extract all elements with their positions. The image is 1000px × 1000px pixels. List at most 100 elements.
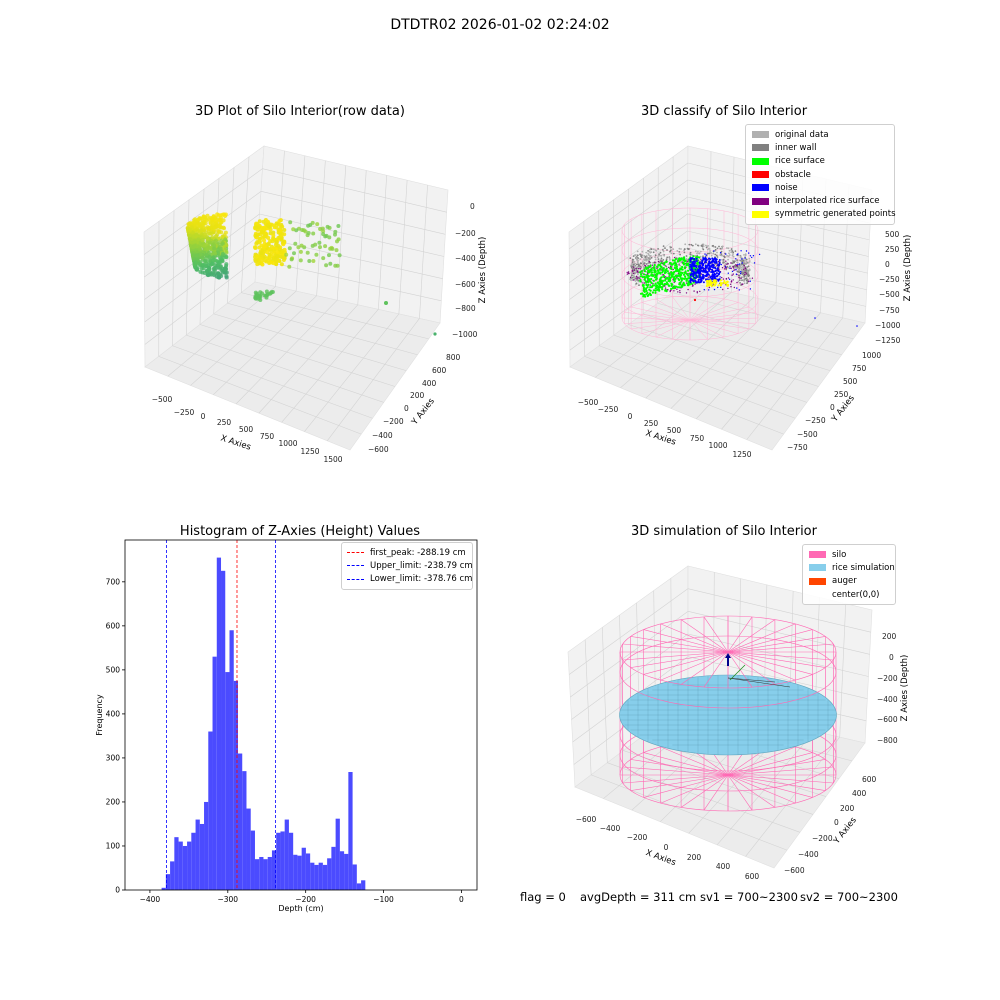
figure-title: DTDTR02 2026-01-02 02:24:02 [390, 17, 610, 33]
histogram-bar [267, 856, 272, 890]
panel1-x-tick: 0 [201, 412, 206, 421]
legend-entry: interpolated rice surface [752, 194, 888, 207]
panel2-z-label: Z Axies (Depth) [903, 235, 913, 302]
histogram-bar [339, 851, 345, 890]
panel1-z-tick: 0 [470, 202, 475, 211]
histogram-bar [161, 887, 166, 890]
panel1-y-tick: −600 [368, 445, 389, 454]
panel1-gridlines [143, 150, 447, 441]
legend-entry: Lower_limit: -378.76 cm [347, 573, 472, 586]
histogram-bar [284, 819, 289, 890]
histogram-bar [238, 753, 243, 890]
panel2-y-tick: 750 [852, 364, 867, 373]
panel2-y-tick: 0 [830, 403, 835, 412]
legend-swatch [752, 210, 769, 218]
legend-entry: rice surface [752, 155, 888, 168]
histogram-bar [242, 771, 247, 890]
panel4-x-tick: 0 [664, 843, 669, 852]
legend-entry: obstacle [752, 168, 888, 181]
legend-swatch [752, 157, 769, 165]
panel2-x-tick: −250 [598, 405, 619, 414]
histogram-bar [344, 853, 349, 890]
panel4-z-tick: 0 [889, 653, 894, 662]
histogram-x-label: Depth (cm) [278, 904, 323, 913]
legend-swatch [752, 131, 769, 139]
x-tick-label: −200 [295, 895, 316, 904]
y-tick-label: 700 [106, 577, 121, 586]
legend-entry: silo [809, 548, 889, 561]
panel2-y-tick: −250 [805, 416, 826, 425]
panel4-x-tick: −200 [627, 833, 648, 842]
histogram-bar [191, 832, 196, 890]
legend-label: Lower_limit: -378.76 cm [370, 574, 473, 585]
legend-swatch [809, 564, 826, 572]
panel2-y-tick: 250 [834, 390, 849, 399]
histogram-bar [250, 830, 255, 890]
histogram-x-ticks: −400 −300 −200 −100 0 [140, 890, 464, 904]
histogram-bar [322, 864, 328, 890]
legend-label: first_peak: -288.19 cm [370, 547, 466, 558]
legend-label: center(0,0) [832, 589, 880, 600]
panel1-z-tick: −800 [455, 304, 476, 313]
histogram-chart: −400 −300 −200 −100 0 0 100 200 300 400 500 600 700… [95, 539, 478, 913]
panel1-z-tick: −1000 [452, 330, 478, 339]
panel1-x-label: X Axies [219, 433, 252, 452]
panel2-y-tick: 500 [843, 377, 858, 386]
legend-label: inner wall [775, 142, 817, 153]
panel2-floor-pane [569, 281, 866, 451]
panel1-x-tick: 250 [217, 418, 232, 427]
panel2-x-tick: 1250 [732, 450, 751, 459]
legend-line-swatch [347, 578, 364, 580]
panel4-y-tick: 200 [840, 804, 855, 813]
histogram-bar [221, 570, 226, 890]
x-tick-label: −100 [373, 895, 394, 904]
histogram-bar [254, 859, 260, 890]
histogram-reference-lines [166, 540, 276, 890]
histogram-bar [297, 855, 302, 890]
panel4-y-tick: −200 [812, 834, 833, 843]
x-tick-label: −300 [217, 895, 238, 904]
panel1-x-tick: 1000 [278, 439, 297, 448]
histogram-bar [301, 847, 306, 890]
panel1-y-tick: 0 [404, 404, 409, 413]
histogram-bar [170, 861, 175, 890]
panel4-title: 3D simulation of Silo Interior [631, 524, 817, 539]
panel3-title: Histogram of Z-Axies (Height) Values [179, 524, 421, 539]
y-tick-label: 600 [106, 621, 121, 630]
panel1-y-tick: 400 [422, 379, 437, 388]
y-tick-label: 300 [106, 753, 121, 762]
panel2-z-tick: 500 [885, 230, 900, 239]
panel1-x-tick: 750 [260, 432, 275, 441]
legend-entry: center(0,0) [809, 588, 889, 601]
legend-label: original data [775, 129, 829, 140]
histogram-bar [276, 832, 281, 890]
panel4-z-tick: −200 [877, 674, 898, 683]
legend-swatch [809, 591, 826, 598]
panel1-y-tick: −400 [372, 431, 393, 440]
panel4-silo-top-ring [619, 615, 837, 709]
histogram-bar [356, 883, 362, 890]
panel4-auger-marker [725, 653, 791, 688]
legend-entry: noise [752, 181, 888, 194]
panel2-x-tick: −500 [578, 398, 599, 407]
panel4-rice-surface [619, 674, 837, 756]
panel2-classified-points [626, 243, 858, 327]
legend-label: symmetric generated points [775, 209, 896, 220]
panel1-z-label: Z Axies (Depth) [478, 237, 488, 304]
panel4-x-tick: 200 [687, 853, 702, 862]
legend-swatch [752, 144, 769, 152]
panel2-y-tick: −500 [797, 430, 818, 439]
panel4-x-tick: −400 [600, 824, 621, 833]
panel2-z-tick: −250 [879, 275, 900, 284]
panel4-z-label: Z Axies (Depth) [900, 655, 910, 722]
y-tick-label: 0 [115, 886, 120, 895]
histogram-bar [263, 859, 268, 890]
panel1-y-tick: −200 [383, 417, 404, 426]
histogram-bar [225, 672, 230, 890]
histogram-bar [195, 819, 200, 890]
histogram-bar [280, 831, 285, 890]
panel1-y-tick: 600 [432, 366, 447, 375]
histogram-bar [327, 858, 332, 890]
panel2-legend: original data inner wall rice surface obsta… [745, 124, 896, 226]
panel1-z-tick: −600 [455, 280, 476, 289]
